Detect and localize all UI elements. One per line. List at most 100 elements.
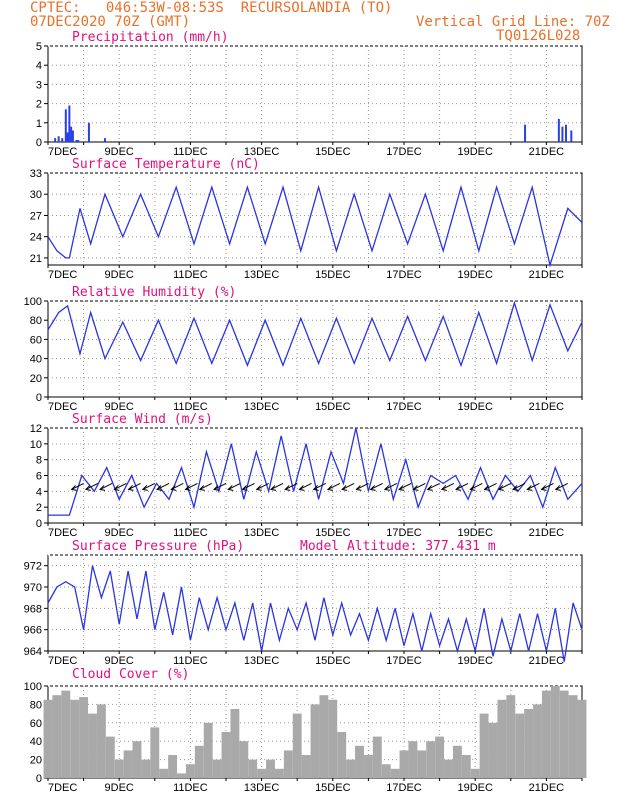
x-tick-label: 17DEC (386, 782, 422, 794)
cloud-bar (212, 759, 222, 778)
wind-arrow-head (554, 485, 561, 491)
y-tick-label: 20 (30, 755, 42, 767)
precip-bar (524, 124, 527, 142)
y-tick-label: 8 (36, 455, 42, 467)
cloud-bar (515, 713, 525, 778)
cloud-bar (479, 713, 489, 778)
x-tick-label: 9DEC (105, 401, 134, 413)
cloud-bar (114, 759, 124, 778)
wind-arrow (213, 482, 227, 490)
y-tick-label: 972 (24, 561, 42, 573)
x-tick-label: 15DEC (315, 527, 351, 539)
precip-bar (68, 105, 71, 142)
y-tick-label: 24 (30, 232, 42, 244)
wind-arrow (370, 482, 383, 490)
x-tick-label: 21DEC (529, 269, 565, 281)
panel-frame (47, 45, 583, 143)
cloud-bar (79, 697, 89, 778)
wind-arrow-head (497, 485, 504, 491)
wind-arrow (270, 482, 284, 490)
wind-arrow (498, 482, 512, 490)
wind-arrow-head (312, 485, 319, 491)
cloud-bar (444, 759, 453, 778)
cloud-bar (568, 695, 578, 778)
wind-arrow (313, 482, 326, 490)
wind-arrow-head (170, 485, 177, 491)
panel-title: Surface Temperature (nC) (72, 157, 260, 172)
cloud-bar (248, 759, 258, 778)
x-tick-label: 9DEC (105, 527, 134, 539)
cloud-bar (230, 709, 240, 778)
x-tick-label: 15DEC (315, 655, 351, 667)
y-tick-label: 4 (36, 486, 42, 498)
series-line (47, 184, 583, 268)
wind-arrow (171, 482, 184, 490)
cloud-bar (301, 755, 311, 778)
precip-bar (564, 124, 567, 142)
wind-arrow (398, 482, 412, 490)
cloud-bar (141, 759, 151, 778)
cloud-bar (239, 741, 249, 778)
cloud-bar (123, 750, 133, 778)
wind-arrow-head (469, 485, 476, 491)
panel-frame (47, 300, 583, 398)
x-tick-label: 17DEC (386, 269, 422, 281)
wind-arrow (327, 482, 341, 490)
panel-title: Relative Humidity (%) (72, 285, 236, 300)
wind-arrow (299, 482, 312, 490)
x-tick-label: 17DEC (386, 401, 422, 413)
cloud-bar (372, 736, 382, 778)
cloud-bar (577, 699, 587, 778)
x-tick-label: 13DEC (244, 146, 280, 158)
y-tick-label: 100 (24, 681, 42, 693)
y-tick-label: 0 (36, 392, 42, 404)
cloud-bar (435, 736, 445, 778)
wind-arrow (228, 482, 241, 490)
wind-arrow (128, 482, 141, 490)
header-datetime: 07DEC2020 70Z (GMT) (30, 14, 191, 30)
wind-arrow (470, 482, 483, 490)
cloud-bar (150, 727, 160, 778)
x-tick-label: 13DEC (244, 655, 280, 667)
wind-arrow-head (269, 485, 277, 491)
precip-bar (70, 126, 73, 142)
x-tick-label: 11DEC (173, 527, 208, 539)
wind-arrow (555, 482, 568, 490)
cloud-bar (70, 699, 80, 778)
wind-arrow (541, 482, 554, 490)
wind-arrow-head (412, 485, 419, 491)
y-tick-label: 10 (30, 439, 42, 451)
x-tick-label: 21DEC (529, 655, 565, 667)
y-tick-label: 21 (30, 253, 42, 265)
panel-title: Surface Wind (m/s) (72, 412, 213, 427)
x-tick-label: 13DEC (244, 527, 280, 539)
cloud-bar (452, 745, 462, 778)
x-tick-label: 11DEC (173, 782, 208, 794)
cloud-bar (203, 722, 213, 778)
y-tick-label: 20 (30, 373, 42, 385)
panel-title: Cloud Cover (%) (72, 667, 189, 682)
wind-arrow-head (341, 485, 348, 491)
x-tick-label: 9DEC (105, 655, 134, 667)
wind-arrow (441, 482, 455, 490)
x-tick-label: 19DEC (457, 782, 493, 794)
x-tick-label: 7DEC (48, 782, 77, 794)
precip-bar (57, 136, 60, 142)
wind-arrow-head (127, 485, 134, 491)
y-tick-label: 0 (36, 518, 42, 530)
cloud-bar (355, 745, 364, 778)
y-tick-label: 0 (36, 137, 42, 149)
cloud-bar (266, 759, 275, 778)
x-tick-label: 9DEC (105, 269, 134, 281)
cloud-bar (292, 713, 302, 778)
x-tick-label: 15DEC (315, 782, 351, 794)
precip-bar (66, 132, 69, 142)
wind-arrow (527, 482, 540, 490)
y-tick-label: 0 (36, 773, 42, 785)
cloud-bar (524, 709, 534, 778)
wind-arrow (185, 482, 198, 490)
wind-arrow (142, 482, 156, 490)
wind-arrow-head (156, 485, 163, 491)
wind-arrow-head (383, 485, 390, 491)
cloud-bar (408, 741, 418, 778)
